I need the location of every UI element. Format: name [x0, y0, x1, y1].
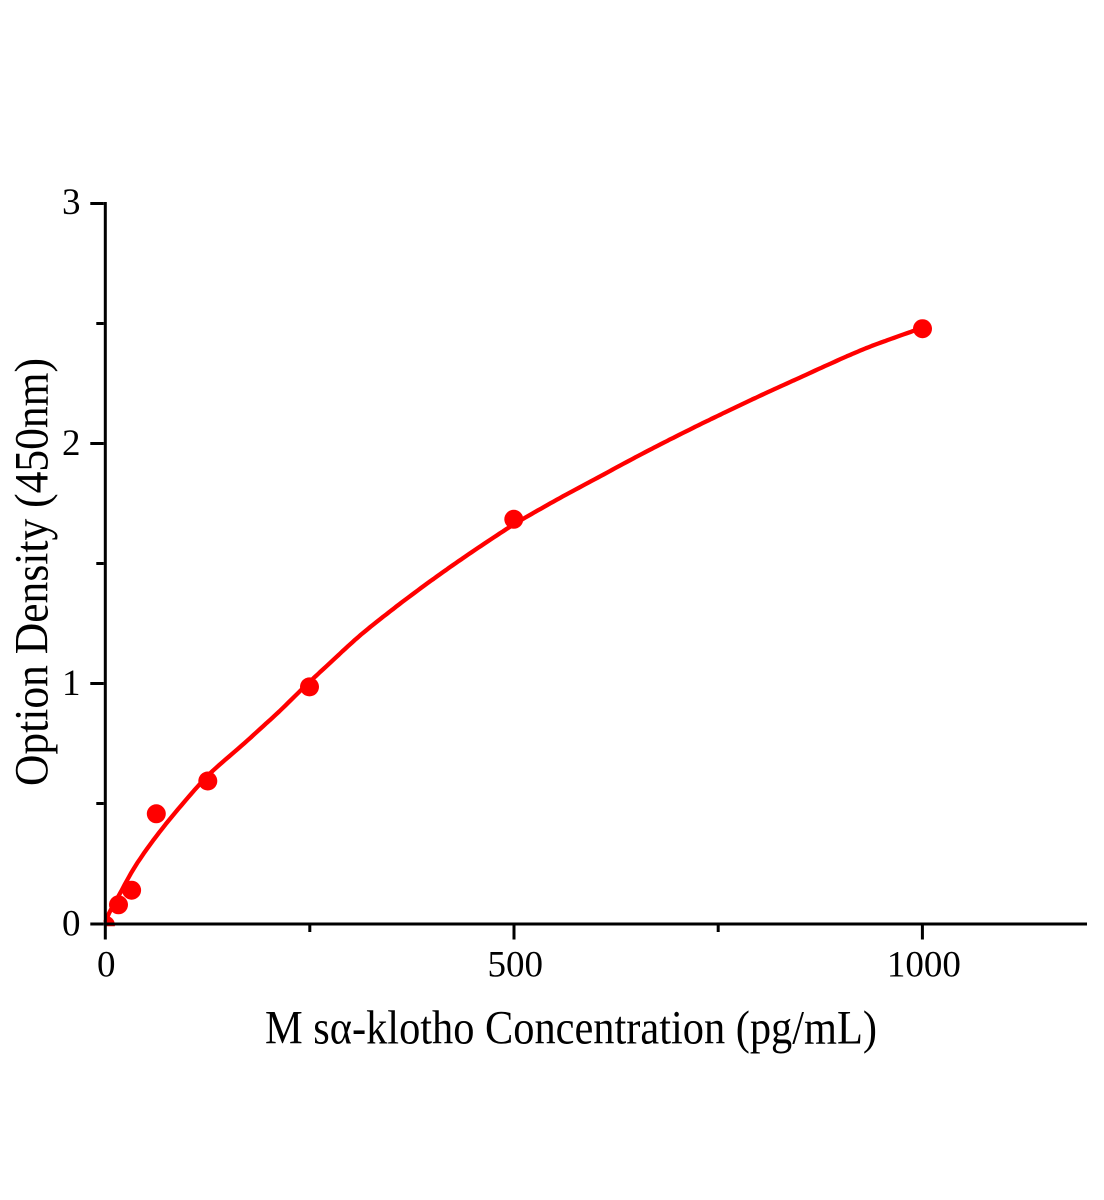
svg-text:0: 0 — [97, 945, 116, 986]
svg-text:2: 2 — [62, 423, 81, 464]
svg-text:Option Density (450nm): Option Density (450nm) — [6, 358, 59, 786]
svg-text:0: 0 — [62, 904, 81, 945]
svg-text:500: 500 — [488, 945, 544, 986]
svg-text:1000: 1000 — [887, 945, 961, 986]
svg-text:3: 3 — [62, 182, 81, 223]
svg-text:1: 1 — [62, 663, 81, 704]
svg-text:M sα-klotho Concentration (pg/: M sα-klotho Concentration (pg/mL) — [265, 1002, 877, 1055]
